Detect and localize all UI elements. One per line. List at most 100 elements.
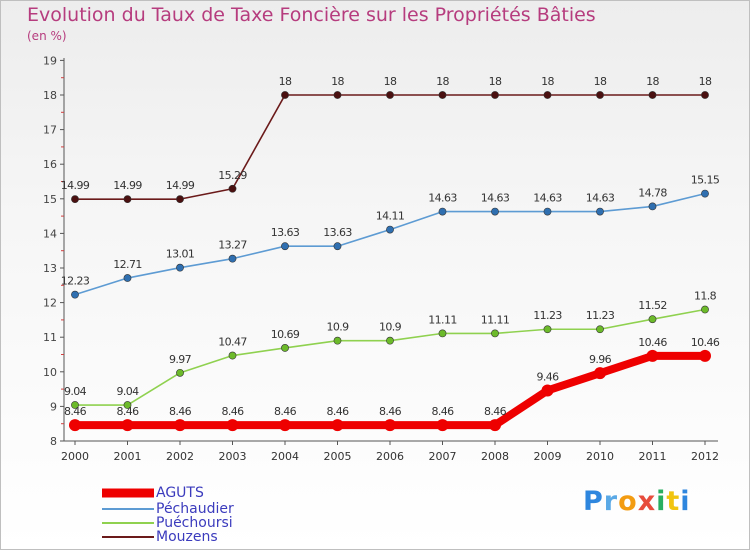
data-label-puechoursi: 10.47 — [218, 336, 247, 349]
y-tick-label: 16 — [43, 158, 57, 171]
x-tick-label: 2005 — [324, 450, 352, 463]
data-label-puechoursi: 11.11 — [428, 313, 457, 326]
data-label-mouzens: 18 — [699, 75, 712, 88]
data-point-aguts — [174, 419, 186, 432]
data-label-pechaudier: 13.63 — [323, 226, 352, 239]
data-label-aguts: 10.46 — [638, 336, 667, 349]
data-point-pechaudier — [491, 207, 499, 216]
data-point-mouzens — [491, 91, 499, 99]
data-label-mouzens: 18 — [594, 75, 607, 88]
data-label-pechaudier: 14.63 — [428, 192, 457, 205]
data-label-pechaudier: 14.63 — [533, 192, 562, 205]
data-label-mouzens: 14.99 — [61, 179, 90, 192]
data-point-pechaudier — [543, 207, 552, 216]
x-tick-label: 2001 — [114, 450, 142, 463]
data-label-pechaudier: 13.01 — [166, 248, 195, 261]
data-label-aguts: 8.46 — [169, 405, 192, 418]
legend-swatch-puechoursi — [102, 522, 154, 524]
data-label-pechaudier: 12.23 — [61, 275, 90, 288]
data-point-aguts — [699, 349, 711, 362]
logo-letter: i — [680, 486, 691, 517]
legend-swatch-aguts — [102, 488, 154, 498]
y-tick-label: 14 — [43, 227, 57, 240]
legend-item-puechoursi: Puéchoursi — [102, 516, 233, 530]
x-tick-label: 2002 — [166, 450, 194, 463]
y-tick-label: 19 — [43, 54, 57, 67]
data-point-aguts — [489, 419, 501, 432]
data-point-aguts — [594, 367, 606, 380]
data-label-pechaudier: 13.63 — [271, 226, 300, 239]
data-label-pechaudier: 13.27 — [218, 239, 247, 252]
y-tick-label: 8 — [50, 435, 57, 448]
data-label-pechaudier: 14.78 — [638, 186, 667, 199]
legend-label-pechaudier: Péchaudier — [156, 501, 234, 517]
data-label-mouzens: 18 — [436, 75, 449, 88]
data-label-aguts: 8.46 — [274, 405, 297, 418]
data-label-aguts: 8.46 — [431, 405, 454, 418]
data-point-aguts — [279, 419, 291, 432]
x-tick-label: 2010 — [586, 450, 614, 463]
data-label-aguts: 8.46 — [326, 405, 349, 418]
x-tick-label: 2003 — [219, 450, 247, 463]
data-label-puechoursi: 11.23 — [533, 309, 562, 322]
data-point-mouzens — [386, 91, 394, 99]
data-point-pechaudier — [333, 242, 342, 251]
data-label-aguts: 8.46 — [379, 405, 402, 418]
y-tick-label: 13 — [43, 262, 57, 275]
proxiti-logo: Proxiti — [583, 486, 691, 517]
data-point-puechoursi — [648, 315, 657, 324]
legend-label-mouzens: Mouzens — [156, 529, 218, 545]
data-label-pechaudier: 15.15 — [691, 174, 720, 187]
data-point-pechaudier — [228, 254, 237, 263]
data-label-aguts: 8.46 — [64, 405, 87, 418]
data-label-pechaudier: 14.63 — [481, 192, 510, 205]
data-label-aguts: 8.46 — [221, 405, 244, 418]
data-label-aguts: 9.96 — [589, 353, 612, 366]
data-point-pechaudier — [123, 274, 132, 282]
data-label-mouzens: 18 — [331, 75, 344, 88]
data-label-puechoursi: 10.69 — [271, 328, 300, 341]
data-point-pechaudier — [281, 242, 289, 251]
data-point-puechoursi — [701, 305, 709, 314]
data-point-pechaudier — [596, 207, 604, 216]
data-label-aguts: 8.46 — [116, 405, 139, 418]
legend-label-aguts: AGUTS — [156, 485, 204, 501]
data-label-puechoursi: 11.52 — [638, 299, 667, 312]
y-tick-label: 12 — [43, 297, 57, 310]
data-label-pechaudier: 12.71 — [113, 258, 142, 271]
data-point-puechoursi — [386, 336, 394, 345]
data-point-mouzens — [648, 91, 657, 99]
data-label-puechoursi: 11.11 — [481, 313, 510, 326]
x-tick-label: 2004 — [271, 450, 299, 463]
x-tick-label: 2000 — [61, 450, 89, 463]
logo-letter: P — [583, 486, 604, 517]
data-point-mouzens — [333, 91, 342, 99]
data-point-mouzens — [438, 91, 447, 99]
data-point-aguts — [69, 419, 81, 432]
data-point-mouzens — [228, 184, 237, 193]
data-label-puechoursi: 10.9 — [379, 321, 402, 334]
x-tick-label: 2009 — [534, 450, 562, 463]
data-label-mouzens: 18 — [279, 75, 292, 88]
data-label-mouzens: 14.99 — [166, 179, 195, 192]
data-label-pechaudier: 14.11 — [376, 210, 405, 223]
x-tick-label: 2011 — [639, 450, 667, 463]
logo-letter: x — [637, 486, 657, 517]
data-point-aguts — [384, 419, 396, 432]
data-label-mouzens: 18 — [646, 75, 659, 88]
data-point-puechoursi — [543, 325, 552, 334]
data-point-mouzens — [543, 91, 552, 99]
chart-title: Evolution du Taux de Taxe Foncière sur l… — [27, 4, 596, 26]
legend-label-puechoursi: Puéchoursi — [156, 515, 233, 531]
data-point-aguts — [541, 384, 554, 397]
data-point-pechaudier — [438, 207, 447, 216]
data-point-mouzens — [176, 195, 184, 204]
data-point-mouzens — [596, 91, 604, 99]
data-label-mouzens: 18 — [489, 75, 502, 88]
data-point-mouzens — [71, 195, 79, 204]
y-tick-label: 10 — [43, 366, 57, 379]
logo-letter: o — [618, 486, 638, 517]
data-label-mouzens: 18 — [384, 75, 397, 88]
data-point-aguts — [331, 419, 344, 432]
data-point-mouzens — [701, 91, 709, 99]
